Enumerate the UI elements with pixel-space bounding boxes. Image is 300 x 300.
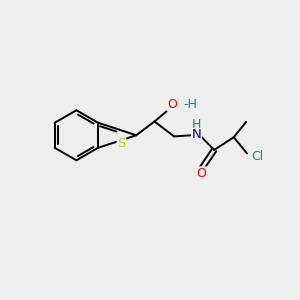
Text: O: O [167,98,177,111]
Text: -H: -H [183,98,197,111]
Text: H: H [192,118,201,131]
Text: O: O [196,167,206,180]
Text: Cl: Cl [251,151,264,164]
Text: N: N [192,128,201,142]
Text: S: S [117,136,126,149]
